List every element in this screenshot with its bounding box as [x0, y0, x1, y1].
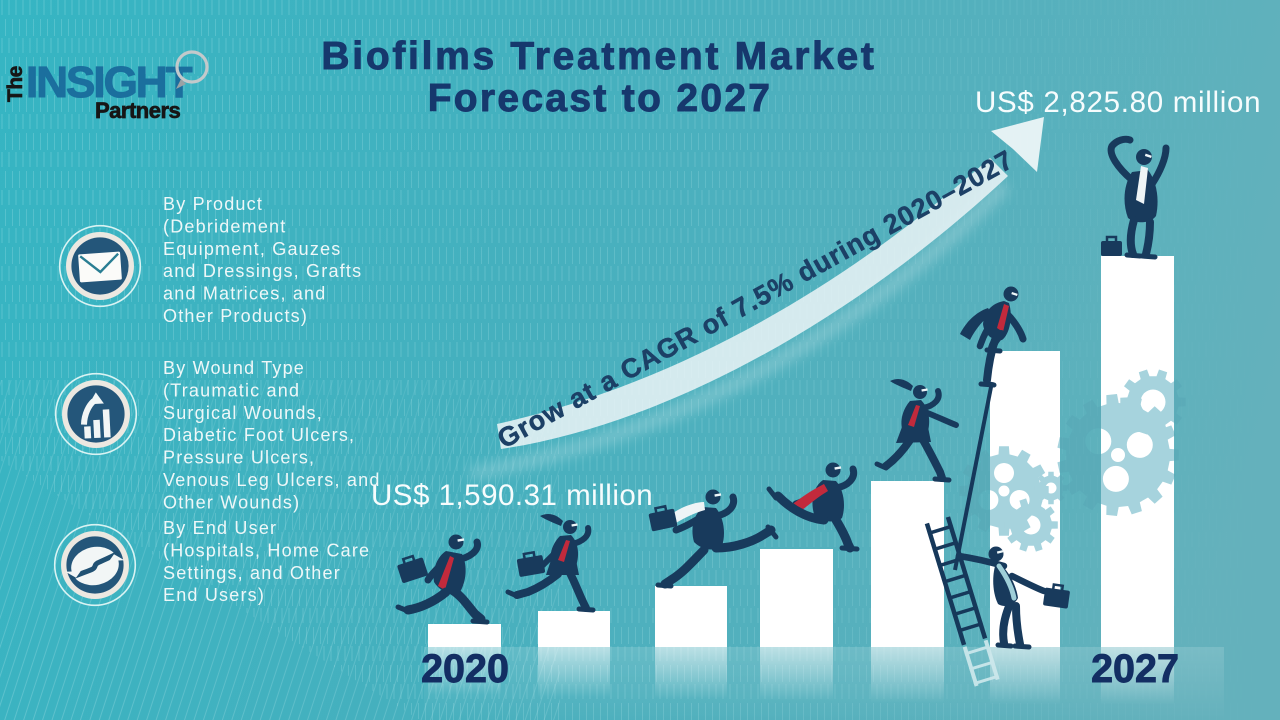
svg-text:By Wound Type: By Wound Type	[163, 358, 305, 378]
svg-text:Other Wounds): Other Wounds)	[163, 492, 300, 512]
svg-text:Equipment, Gauzes: Equipment, Gauzes	[163, 239, 342, 259]
svg-text:End Users): End Users)	[163, 585, 265, 605]
svg-text:2027: 2027	[1091, 647, 1179, 691]
svg-text:The: The	[4, 66, 27, 102]
svg-text:(Traumatic and: (Traumatic and	[163, 380, 300, 400]
svg-text:Settings, and Other: Settings, and Other	[163, 563, 341, 583]
svg-text:Partners: Partners	[95, 98, 181, 123]
svg-text:US$ 1,590.31 million: US$ 1,590.31 million	[371, 479, 653, 512]
svg-text:Other Products): Other Products)	[163, 306, 308, 326]
svg-text:By End User: By End User	[163, 518, 277, 538]
svg-text:2020: 2020	[421, 647, 509, 691]
svg-text:(Debridement: (Debridement	[163, 216, 286, 236]
svg-text:Surgical Wounds,: Surgical Wounds,	[163, 403, 323, 423]
svg-text:By Product: By Product	[163, 194, 263, 214]
svg-text:Biofilms Treatment Market: Biofilms Treatment Market	[321, 35, 876, 78]
svg-text:Forecast to 2027: Forecast to 2027	[428, 77, 773, 120]
svg-text:and Dressings, Grafts: and Dressings, Grafts	[163, 261, 362, 281]
svg-text:Venous Leg Ulcers, and: Venous Leg Ulcers, and	[163, 470, 381, 490]
svg-text:US$ 2,825.80 million: US$ 2,825.80 million	[975, 86, 1261, 119]
svg-text:and Matrices, and: and Matrices, and	[163, 284, 326, 304]
svg-text:Pressure Ulcers,: Pressure Ulcers,	[163, 448, 315, 468]
svg-text:(Hospitals, Home Care: (Hospitals, Home Care	[163, 540, 370, 560]
svg-text:Diabetic Foot Ulcers,: Diabetic Foot Ulcers,	[163, 425, 355, 445]
svg-text:INSIGHT: INSIGHT	[26, 58, 193, 107]
